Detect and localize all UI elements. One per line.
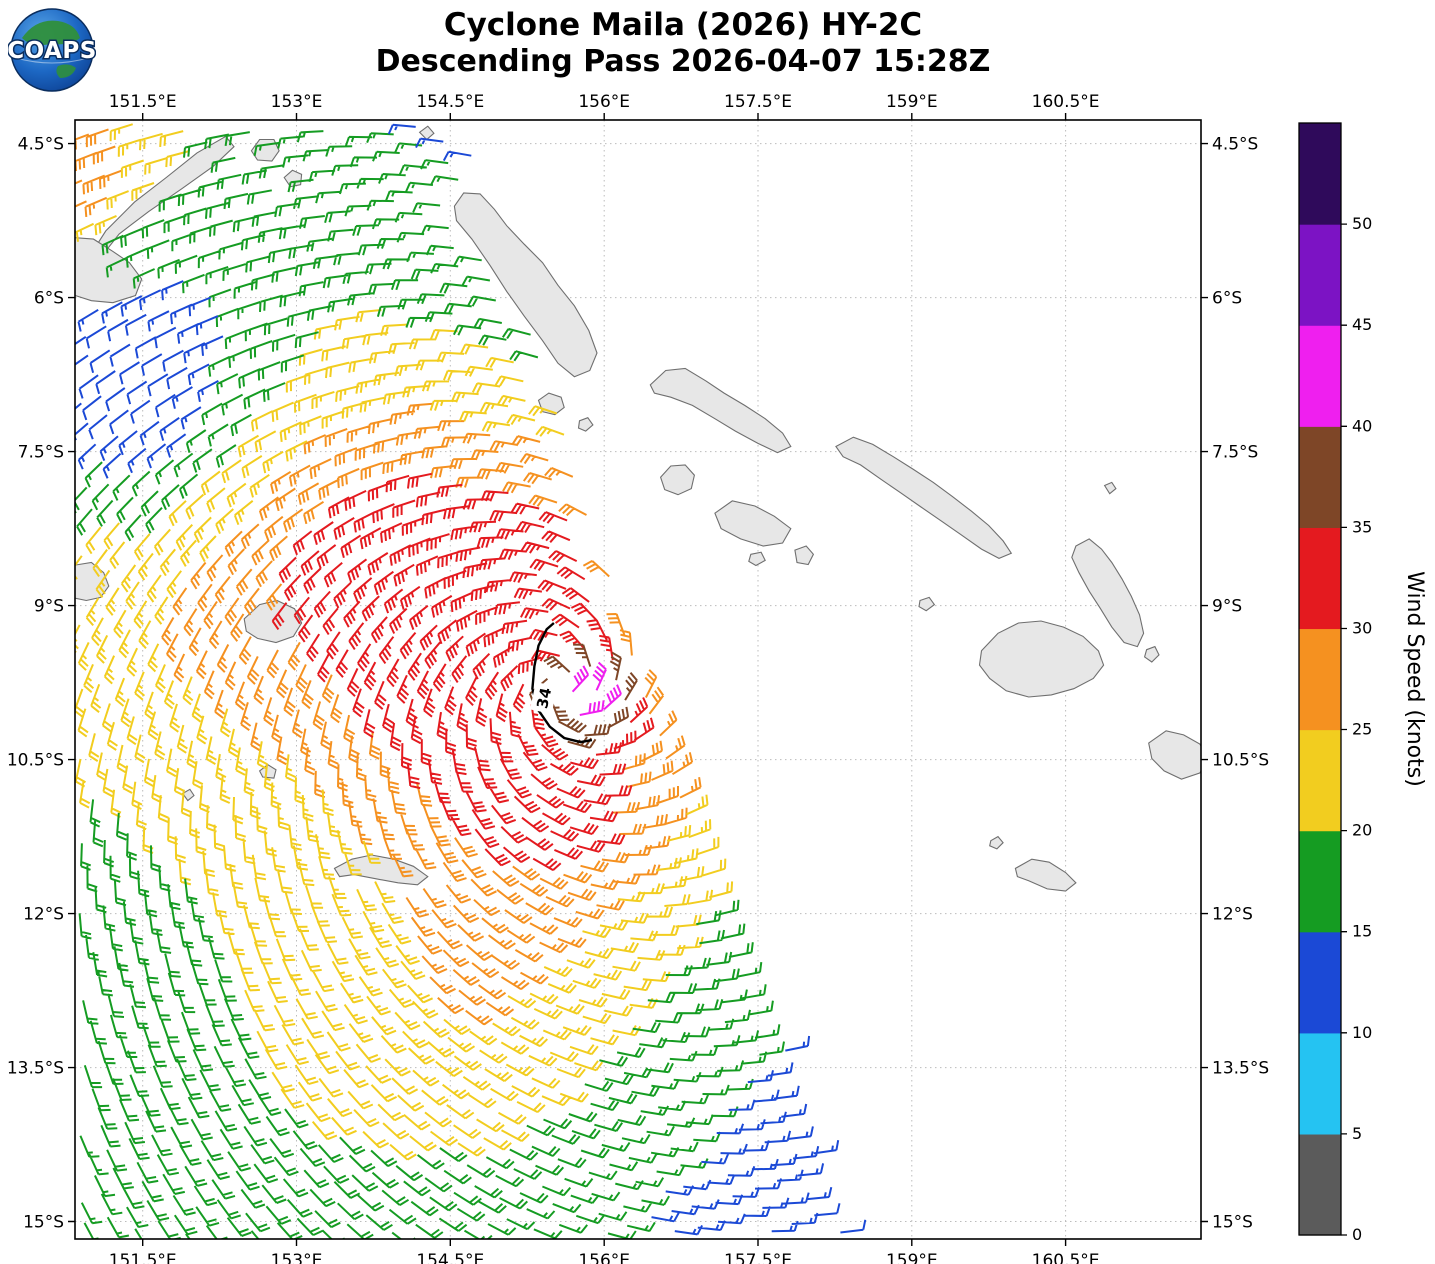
globe-graticule-line [15,57,89,64]
colorbar-bin-20-25kt [1299,729,1341,832]
colorbar-bin-5-10kt [1299,1032,1341,1135]
coaps-logo-text: COAPS [8,38,96,64]
r34-contour-label-text: 34 [533,686,555,710]
coastline-vella-lavella [659,464,696,496]
lon-tick-label-bottom: 154.5°E [416,1251,484,1264]
globe-land-north [22,20,80,46]
lon-tick-label-bottom: 160.5°E [1032,1251,1100,1264]
lon-tick-label-top: 156°E [578,92,630,112]
wind-barbs-40-45kt [571,661,622,716]
plot-border [74,119,1202,1240]
wind-barbs-30-35kt [271,472,655,871]
lat-tick-label-right: 13.5°S [1212,1059,1269,1079]
lat-tick-label-right: 6°S [1212,289,1242,309]
colorbar-tick-marks [1341,223,1347,1236]
coastline-guadalcanal [978,620,1105,698]
coastline-bougainville [453,192,598,378]
lat-tick-label-right: 12°S [1212,905,1253,925]
lon-tick-label-top: 157.5°E [724,92,792,112]
colorbar-bin-50-55kt [1299,123,1341,225]
colorbar-tick-label: 15 [1352,922,1372,941]
lon-tick-label-bottom: 159°E [886,1251,938,1264]
lon-tick-label-top: 160.5°E [1032,92,1100,112]
colorbar-axis-label: Wind Speed (knots) [1402,571,1427,787]
colorbar-tick-label: 40 [1352,416,1372,435]
colorbar-tick-label: 35 [1352,517,1372,536]
lat-tick-label-left: 9°S [34,597,64,617]
coastline-malaita [1071,538,1145,648]
colorbar-bin-0-5kt [1299,1133,1341,1236]
coastline-rendova [794,545,815,566]
lon-tick-label-top: 159°E [886,92,938,112]
lon-tick-label-bottom: 157.5°E [724,1251,792,1264]
coastline-tetepare [748,551,766,567]
globe-land-south [56,64,76,78]
coastline-lihir [283,169,303,188]
colorbar-tick-label: 10 [1352,1023,1372,1042]
coastline-russell [918,596,936,612]
coastline-rennell [1014,858,1077,892]
lat-tick-label-right: 4.5°S [1212,135,1258,155]
wind-barbs-15-20kt [75,130,785,1239]
lat-tick-label-left: 4.5°S [18,135,64,155]
lat-tick-label-left: 12°S [23,905,64,925]
land-layer [75,125,1201,892]
coaps-globe-icon: COAPS [6,8,98,92]
colorbar-tick-label: 25 [1352,720,1372,739]
colorbar-bin-45-50kt [1299,224,1341,326]
colorbar-tick-label: 20 [1352,821,1372,840]
lat-tick-label-left: 13.5°S [7,1059,64,1079]
coastline-bellona [989,835,1004,850]
lat-tick-label-left: 10.5°S [7,751,64,771]
colorbar-tick-label: 5 [1352,1124,1362,1143]
wind-barbs-10-15kt [75,123,867,1236]
lat-tick-label-right: 7.5°S [1212,443,1258,463]
lat-tick-label-right: 10.5°S [1212,751,1269,771]
colorbar-bin-15-20kt [1299,830,1341,933]
lon-tick-label-bottom: 153°E [271,1251,323,1264]
lon-tick-label-bottom: 151.5°E [109,1251,177,1264]
axis-tick-marks [68,113,1208,1246]
coastline-fauro [577,417,594,432]
colorbar-bin-35-40kt [1299,426,1341,528]
lat-tick-label-right: 9°S [1212,597,1242,617]
wind-barbs-25-30kt [75,128,702,1026]
coastline-choiseul [649,367,792,454]
coastline-santa-isabel [835,436,1013,560]
coastline-new-georgia [714,500,792,547]
coastline-makira [1148,730,1201,780]
lat-tick-label-left: 6°S [34,289,64,309]
colorbar-bin-25-30kt [1299,628,1341,731]
coastline-new-britain-tip [75,237,143,304]
colorbar-bin-30-35kt [1299,527,1341,630]
colorbar-tick-label: 50 [1352,214,1372,233]
r34-contour-label: 34 [530,682,558,714]
coastline-feni [418,125,435,141]
colorbar-border [1298,122,1342,1236]
lon-tick-label-bottom: 156°E [578,1251,630,1264]
lat-tick-label-left: 7.5°S [18,443,64,463]
lon-tick-label-top: 153°E [271,92,323,112]
colorbar-bin-10-15kt [1299,931,1341,1034]
lat-tick-label-right: 15°S [1212,1213,1253,1233]
colorbar-tick-label: 45 [1352,315,1372,334]
coastline-maramasike [1143,645,1160,663]
colorbar-tick-label: 30 [1352,619,1372,638]
coastline-small-island-c [1103,481,1117,495]
lon-tick-label-top: 154.5°E [416,92,484,112]
coaps-logo: COAPS [6,6,98,94]
coastline-small-island-b [181,788,195,802]
lon-tick-label-top: 151.5°E [109,92,177,112]
wind-barbs-20-25kt [75,123,734,1161]
colorbar-tick-label: 0 [1352,1225,1362,1244]
colorbar-bin-40-45kt [1299,325,1341,427]
lat-tick-label-left: 15°S [23,1213,64,1233]
colorbar: 0 5 10 15 20 25 30 35 40 45 50 Wind Speed (knots) [1298,122,1427,1244]
wind-barb-layer [75,123,867,1239]
coastline-woodlark [333,854,429,886]
